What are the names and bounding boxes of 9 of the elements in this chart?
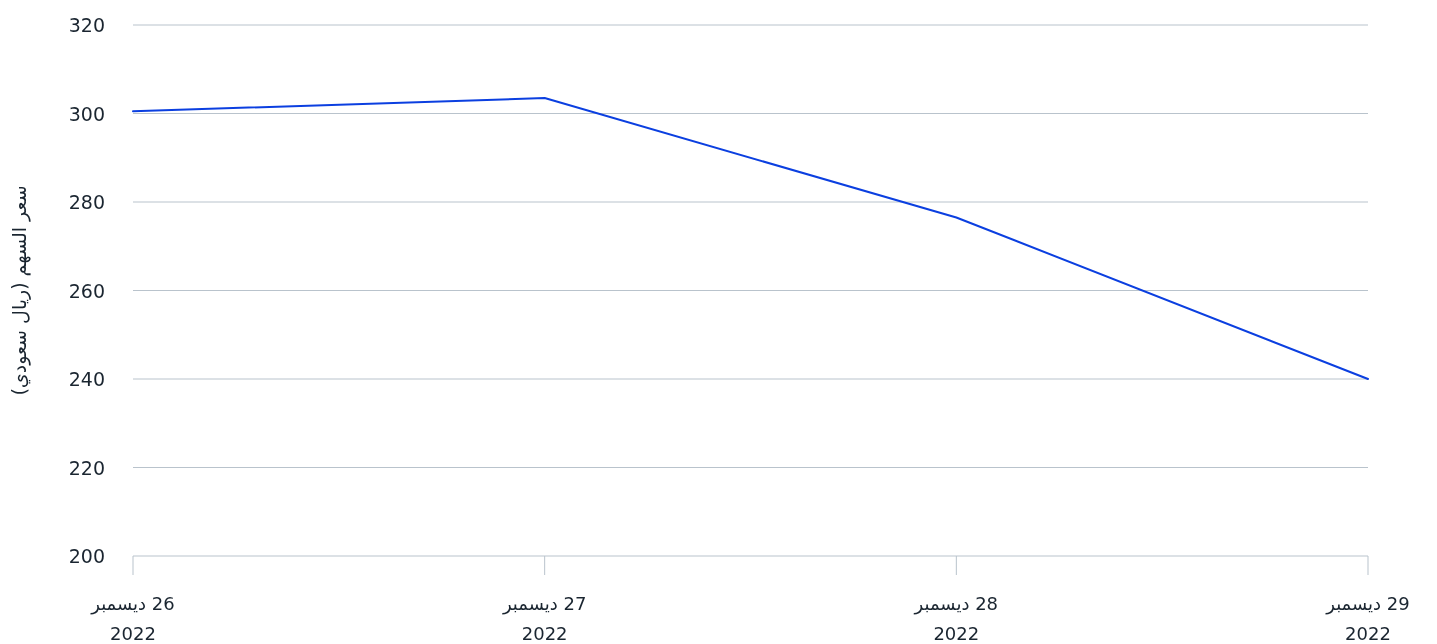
y-tick-label: 300	[68, 102, 105, 125]
y-tick-label: 220	[68, 456, 105, 479]
y-tick-label: 320	[68, 14, 105, 36]
y-tick-label: 280	[68, 191, 105, 213]
y-tick-label: 240	[68, 368, 105, 390]
y-axis-title: سعر السهم (ريال سعودي)	[8, 185, 31, 396]
y-tick-label: 200	[68, 545, 105, 567]
y-tick-label: 260	[68, 279, 105, 302]
line-series	[132, 97, 1369, 380]
